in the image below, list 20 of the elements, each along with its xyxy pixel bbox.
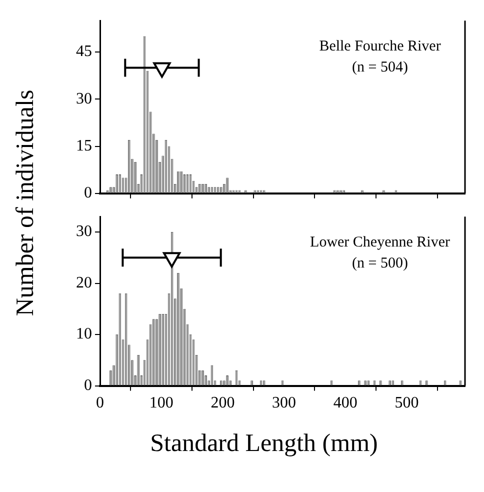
y-tick-label: 30	[76, 223, 92, 240]
x-axis-title: Standard Length (mm)	[149, 430, 379, 458]
x-tick-label: 500	[394, 394, 419, 412]
x-tick-label: 200	[210, 394, 235, 412]
x-tick-label: 300	[272, 394, 296, 412]
y-tick-label: 15	[76, 137, 92, 154]
y-tick-label: 30	[76, 90, 92, 108]
annotation: (n = 504)	[352, 60, 408, 76]
x-tick-label: 0	[96, 394, 104, 412]
y-tick-label: 20	[76, 274, 92, 292]
y-tick-label: 0	[84, 184, 92, 202]
y-tick-label: 45	[76, 43, 92, 60]
annotation: Belle Fourche River	[319, 38, 441, 55]
x-tick-label: 400	[333, 394, 358, 412]
x-tick-label: 100	[149, 394, 174, 412]
y-tick-label: 10	[76, 326, 92, 343]
annotation: Lower Cheyenne River	[310, 234, 450, 251]
y-tick-label: 0	[84, 377, 92, 394]
annotation: (n = 500)	[352, 256, 408, 272]
y-axis-title: Number of individuals	[12, 90, 40, 316]
